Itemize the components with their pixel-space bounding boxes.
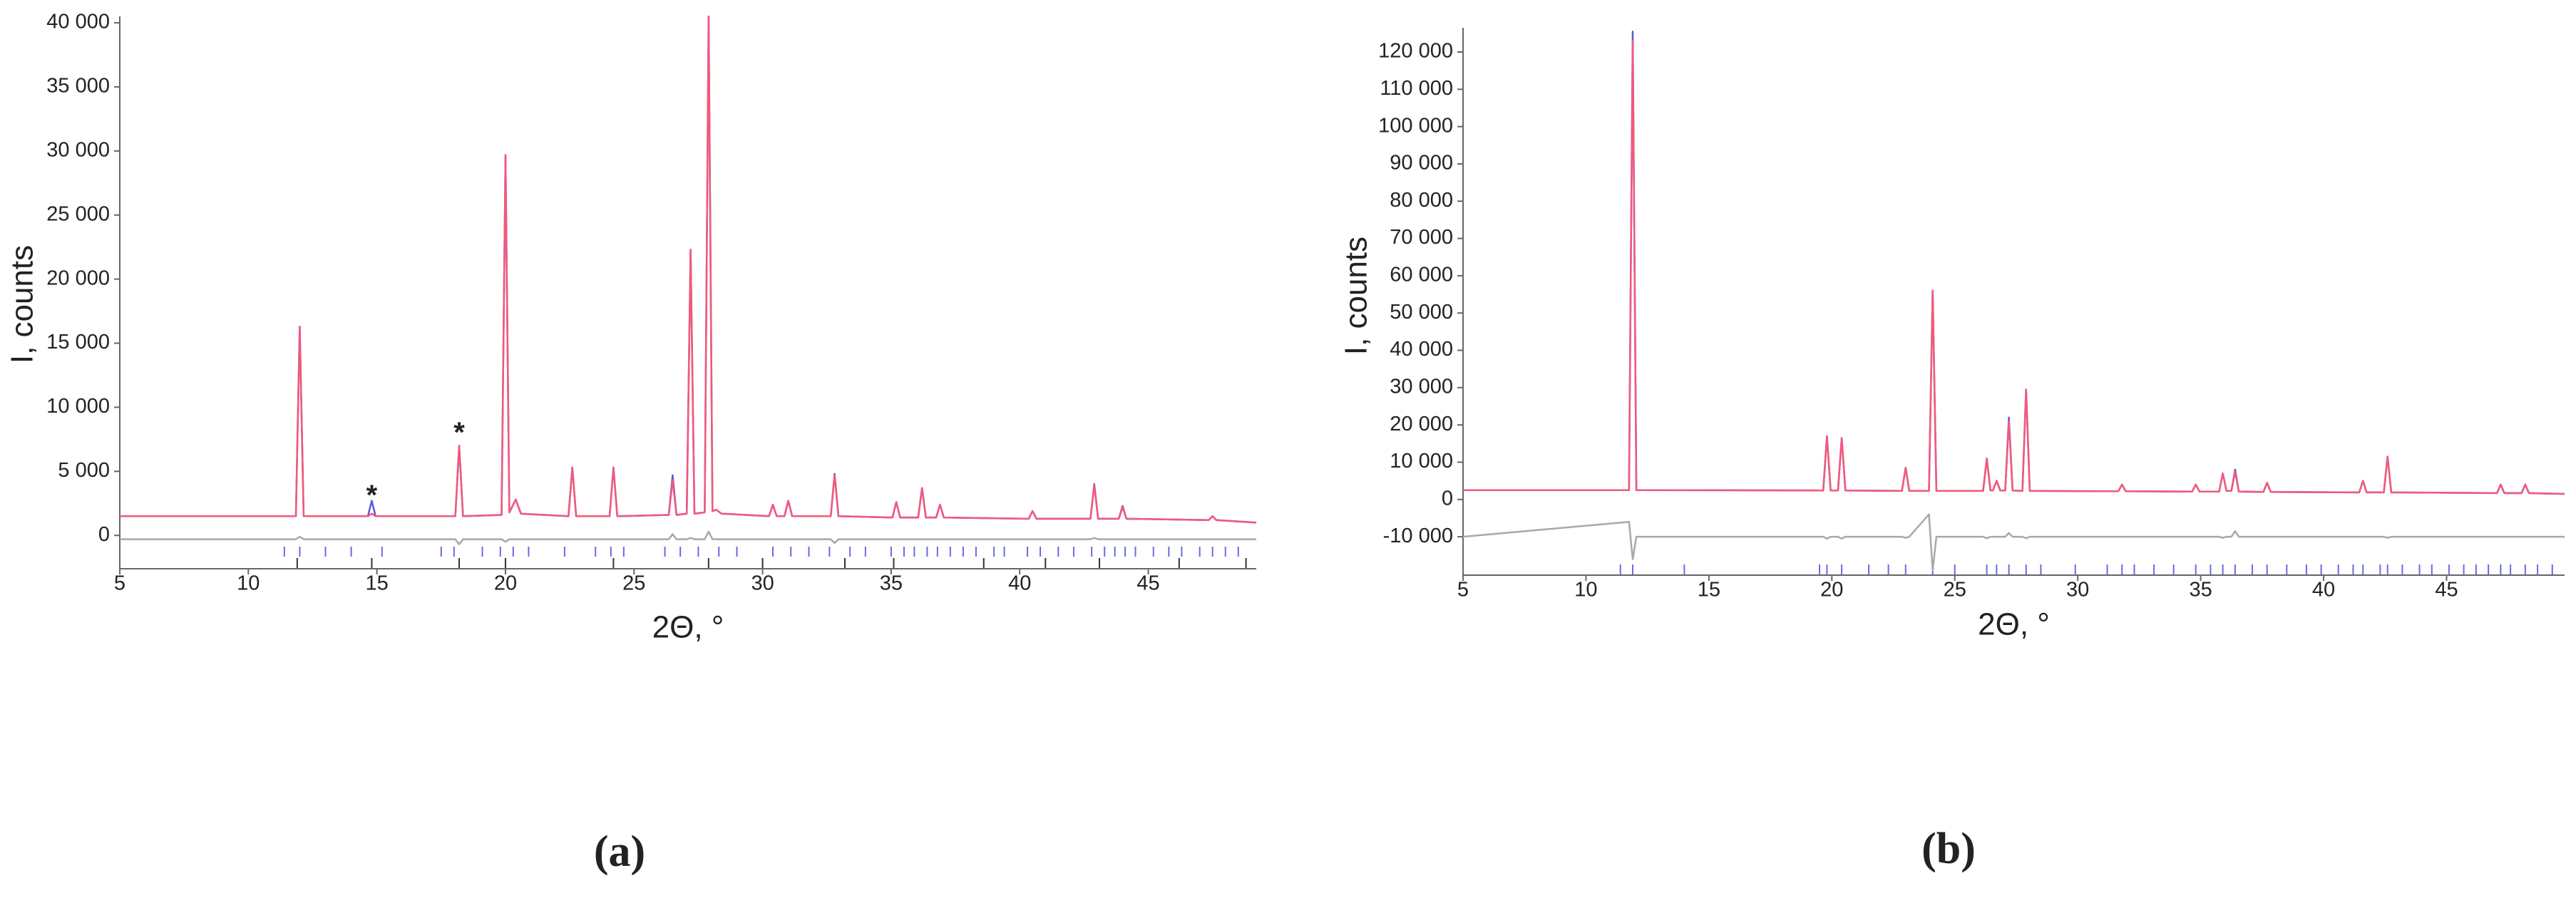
annotation: * [453, 417, 465, 448]
y-tick-label: 90 000 [1390, 152, 1453, 175]
y-axis-title: I, counts [5, 245, 40, 363]
y-tick-label: 120 000 [1378, 40, 1453, 63]
x-tick-label: 25 [622, 572, 645, 595]
annotation: * [366, 480, 378, 511]
y-tick-label: 20 000 [1390, 413, 1453, 435]
x-tick-label: 35 [880, 572, 903, 595]
y-tick-label: 20 000 [46, 267, 110, 289]
y-tick-label: 30 000 [1390, 376, 1453, 398]
y-tick-label: 35 000 [46, 75, 110, 98]
x-tick-label: 40 [2312, 579, 2335, 602]
y-tick-label: 60 000 [1390, 264, 1453, 287]
y-axis-title: I, counts [1339, 237, 1374, 355]
x-axis-title: 2Θ, ° [1978, 607, 2050, 642]
x-tick-label: 15 [366, 572, 389, 595]
panel-label: (a) [594, 827, 645, 876]
y-tick-label: 10 000 [1390, 450, 1453, 473]
x-tick-label: 15 [1698, 579, 1720, 602]
x-tick-label: 25 [1944, 579, 1966, 602]
y-tick-label: 40 000 [46, 11, 110, 33]
y-tick-label: 0 [98, 523, 110, 546]
x-tick-label: 30 [2066, 579, 2089, 602]
x-tick-label: 40 [1008, 572, 1031, 595]
y-tick-label: 30 000 [46, 138, 110, 161]
x-tick-label: 45 [1136, 572, 1159, 595]
series-line [1462, 513, 2565, 572]
y-tick-label: 5 000 [58, 459, 110, 482]
x-axis-title: 2Θ, ° [652, 610, 724, 645]
y-tick-label: 25 000 [46, 202, 110, 225]
x-tick-label: 20 [494, 572, 517, 595]
x-tick-label: 5 [114, 572, 125, 595]
y-tick-label: 100 000 [1378, 114, 1453, 137]
y-tick-label: 80 000 [1390, 189, 1453, 212]
x-tick-label: 10 [1574, 579, 1597, 602]
x-tick-label: 10 [237, 572, 260, 595]
series-line [120, 15, 1257, 524]
x-tick-label: 45 [2435, 579, 2458, 602]
y-tick-label: 110 000 [1380, 77, 1453, 100]
panel-label: (b) [1921, 825, 1976, 873]
x-tick-label: 5 [1457, 579, 1469, 602]
series-line [120, 530, 1256, 546]
y-tick-label: 15 000 [46, 331, 110, 354]
y-tick-label: 50 000 [1390, 301, 1453, 324]
series-line [1463, 30, 2565, 495]
y-tick-label: 70 000 [1390, 226, 1453, 249]
x-tick-label: 20 [1820, 579, 1843, 602]
y-tick-label: 40 000 [1390, 338, 1453, 361]
series-line [1463, 40, 2565, 495]
y-tick-label: 0 [1442, 487, 1453, 510]
y-tick-label: -10 000 [1383, 525, 1453, 547]
x-tick-label: 30 [751, 572, 774, 595]
x-tick-label: 35 [2189, 579, 2212, 602]
y-tick-label: 10 000 [46, 395, 110, 418]
